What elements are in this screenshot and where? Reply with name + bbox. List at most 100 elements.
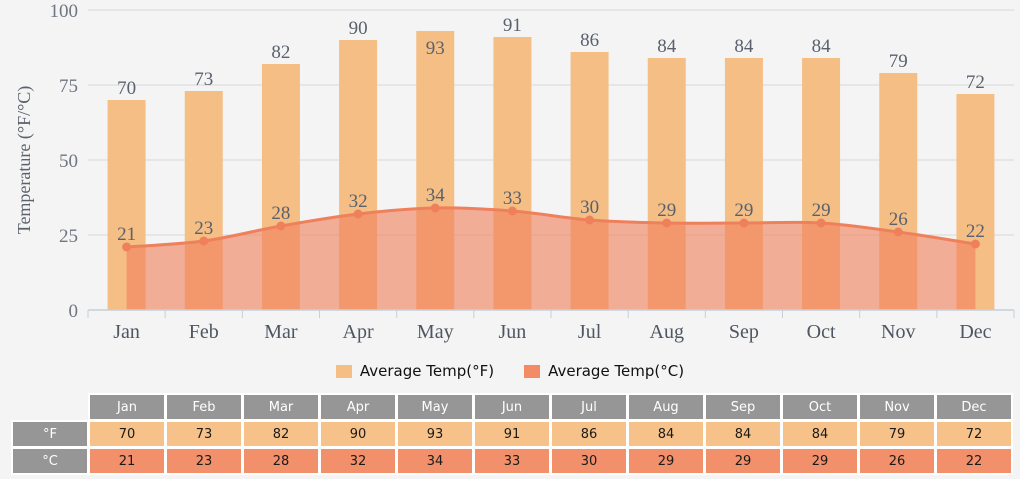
- temp-c-point-label: 29: [734, 200, 753, 221]
- table-month-header: Aug: [629, 395, 703, 419]
- table-month-header: Nov: [860, 395, 934, 419]
- temp-f-bar-label: 93: [426, 38, 445, 59]
- x-axis-label: Dec: [959, 321, 991, 343]
- temp-c-point: [739, 218, 749, 228]
- temp-c-point: [893, 227, 903, 237]
- temp-value-cell: 26: [860, 449, 934, 473]
- x-axis-label: Apr: [343, 321, 374, 343]
- temp-value-cell: 82: [244, 422, 318, 446]
- temp-value-cell: 29: [706, 449, 780, 473]
- table-month-header: Oct: [783, 395, 857, 419]
- y-axis-tick-label: 50: [59, 151, 78, 172]
- table-row-label: °C: [13, 449, 87, 473]
- temp-value-cell: 84: [783, 422, 857, 446]
- x-axis-label: Feb: [189, 321, 219, 343]
- y-axis-tick-label: 0: [69, 301, 79, 322]
- legend-swatch-fahrenheit: [335, 364, 352, 378]
- temp-value-cell: 84: [706, 422, 780, 446]
- temp-value-cell: 93: [398, 422, 472, 446]
- temp-c-point: [585, 215, 595, 225]
- temp-c-point-label: 26: [889, 209, 908, 230]
- temp-c-point-label: 33: [503, 188, 522, 209]
- temp-c-point-label: 34: [426, 185, 446, 206]
- temp-c-point: [816, 218, 826, 228]
- temp-c-point: [353, 209, 363, 219]
- x-axis-label: Nov: [881, 321, 915, 343]
- x-axis-label: Aug: [650, 321, 684, 343]
- temp-value-cell: 32: [321, 449, 395, 473]
- temp-value-cell: 90: [321, 422, 395, 446]
- temp-f-bar-label: 73: [194, 69, 213, 90]
- x-axis-label: Mar: [264, 321, 298, 343]
- temp-value-cell: 72: [937, 422, 1011, 446]
- temp-value-cell: 28: [244, 449, 318, 473]
- temp-f-bar-label: 84: [734, 36, 754, 57]
- table-month-header: Sep: [706, 395, 780, 419]
- temperature-table: Jan Feb Mar Apr May Jun Jul Aug Sep Oct Nov Dec °F 70…: [10, 392, 1014, 476]
- temp-c-point: [662, 218, 672, 228]
- legend-label-celsius: Average Temp(°C): [548, 362, 685, 380]
- temp-value-cell: 23: [167, 449, 241, 473]
- temp-c-line: [125, 206, 977, 249]
- x-axis-label: Oct: [807, 321, 836, 343]
- table-month-header: Jul: [552, 395, 626, 419]
- table-row-celsius: °C 21 23 28 32 34 33 30 29 29 29 26 22: [13, 449, 1011, 473]
- y-axis-tick-label: 25: [59, 226, 78, 247]
- x-axis-label: Jan: [113, 321, 140, 343]
- temp-c-point-label: 29: [657, 200, 676, 221]
- temp-value-cell: 29: [629, 449, 703, 473]
- x-axis-label: Jul: [578, 321, 602, 343]
- table-month-header: May: [398, 395, 472, 419]
- x-axis-label: May: [417, 321, 454, 343]
- temp-c-point: [970, 239, 980, 249]
- temp-value-cell: 79: [860, 422, 934, 446]
- temp-f-bar-label: 84: [657, 36, 677, 57]
- x-axis-label: Sep: [729, 321, 759, 343]
- table-month-header: Dec: [937, 395, 1011, 419]
- table-corner-cell: [13, 395, 87, 419]
- temp-value-cell: 73: [167, 422, 241, 446]
- temp-c-point: [507, 206, 517, 216]
- table-month-header: Jun: [475, 395, 549, 419]
- temp-f-bar-label: 84: [812, 36, 832, 57]
- temp-value-cell: 91: [475, 422, 549, 446]
- y-axis-tick-label: 75: [59, 76, 78, 97]
- legend-item-celsius[interactable]: Average Temp(°C): [524, 362, 684, 380]
- temp-f-bar-label: 79: [889, 51, 908, 72]
- temp-f-bar-label: 90: [349, 18, 368, 39]
- legend-swatch-celsius: [524, 364, 541, 378]
- y-axis-tick-label: 100: [50, 1, 79, 22]
- temp-c-area: [126, 207, 976, 310]
- x-axis-label: Jun: [499, 321, 527, 343]
- temp-c-point-label: 22: [966, 221, 985, 242]
- temp-c-point: [430, 203, 440, 213]
- temp-c-point: [199, 236, 209, 246]
- temp-value-cell: 21: [90, 449, 164, 473]
- temp-c-point-label: 21: [117, 224, 136, 245]
- temp-value-cell: 70: [90, 422, 164, 446]
- temp-value-cell: 33: [475, 449, 549, 473]
- temp-f-bar-label: 91: [503, 15, 522, 36]
- temp-c-point-label: 23: [194, 218, 213, 239]
- temp-value-cell: 84: [629, 422, 703, 446]
- legend-item-fahrenheit[interactable]: Average Temp(°F): [335, 362, 495, 380]
- chart-canvas: Temperature (°F/°C) 70 73 82 90 93 91 86 84 84 84…: [14, 1, 1015, 343]
- temp-c-point-label: 28: [271, 203, 290, 224]
- temp-f-bar-label: 70: [117, 78, 136, 99]
- temp-c-point: [276, 221, 286, 231]
- legend-label-fahrenheit: Average Temp(°F): [359, 362, 495, 380]
- temp-value-cell: 34: [398, 449, 472, 473]
- temperature-chart: Temperature (°F/°C) 70 73 82 90 93 91 86 84 84 84…: [14, 1, 1015, 343]
- table-header-row: Jan Feb Mar Apr May Jun Jul Aug Sep Oct Nov Dec: [13, 395, 1011, 419]
- table-month-header: Apr: [321, 395, 395, 419]
- table-row-fahrenheit: °F 70 73 82 90 93 91 86 84 84 84 79 72: [13, 422, 1011, 446]
- temp-value-cell: 30: [552, 449, 626, 473]
- temp-value-cell: 86: [552, 422, 626, 446]
- chart-legend: Average Temp(°F) Average Temp(°C): [0, 354, 1020, 388]
- temp-f-bar-label: 86: [580, 30, 599, 51]
- temp-c-point-label: 32: [349, 191, 368, 212]
- table-row-label: °F: [13, 422, 87, 446]
- table-month-header: Jan: [90, 395, 164, 419]
- temp-value-cell: 29: [783, 449, 857, 473]
